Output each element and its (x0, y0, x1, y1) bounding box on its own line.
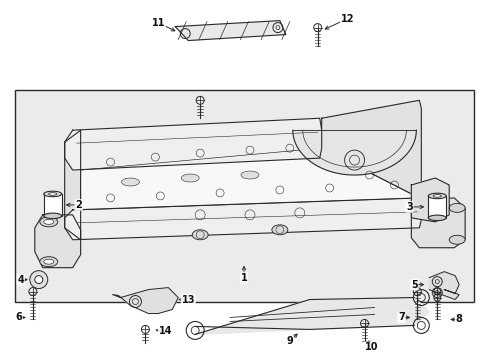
Ellipse shape (241, 171, 259, 179)
Ellipse shape (40, 257, 58, 267)
Ellipse shape (271, 225, 287, 235)
Text: 14: 14 (158, 327, 172, 336)
Bar (427, 196, 446, 218)
Text: 2: 2 (75, 200, 82, 210)
Ellipse shape (181, 174, 199, 182)
Text: 7: 7 (397, 312, 404, 323)
Polygon shape (112, 288, 178, 314)
Text: 10: 10 (364, 342, 378, 352)
Polygon shape (410, 178, 448, 222)
Ellipse shape (427, 193, 446, 199)
Polygon shape (321, 100, 421, 198)
Text: 13: 13 (181, 294, 195, 305)
Text: 5: 5 (410, 280, 417, 289)
Circle shape (35, 276, 42, 284)
Polygon shape (195, 298, 428, 334)
Ellipse shape (432, 195, 440, 197)
Ellipse shape (40, 217, 58, 227)
Text: 1: 1 (240, 273, 247, 283)
Ellipse shape (44, 213, 61, 219)
Polygon shape (428, 272, 458, 300)
Text: 8: 8 (455, 314, 462, 324)
Bar (15, 90, 473, 302)
Polygon shape (410, 198, 464, 248)
Circle shape (30, 271, 48, 289)
Ellipse shape (448, 235, 464, 244)
Polygon shape (64, 130, 81, 240)
Text: 4: 4 (18, 275, 24, 285)
Polygon shape (35, 215, 81, 268)
Polygon shape (64, 118, 321, 170)
Text: 9: 9 (286, 336, 293, 346)
Ellipse shape (192, 230, 208, 240)
Text: 11: 11 (151, 18, 165, 28)
Ellipse shape (49, 193, 57, 195)
Polygon shape (292, 130, 415, 175)
Polygon shape (81, 148, 419, 210)
Bar (44, 194, 61, 216)
Ellipse shape (448, 203, 464, 212)
Ellipse shape (44, 219, 54, 224)
Ellipse shape (121, 178, 139, 186)
Polygon shape (175, 21, 285, 41)
Ellipse shape (427, 215, 446, 221)
Text: 3: 3 (405, 202, 412, 212)
Polygon shape (64, 198, 421, 240)
Ellipse shape (44, 191, 61, 197)
Text: 12: 12 (340, 14, 354, 24)
Text: 6: 6 (16, 312, 22, 323)
Ellipse shape (44, 259, 54, 264)
